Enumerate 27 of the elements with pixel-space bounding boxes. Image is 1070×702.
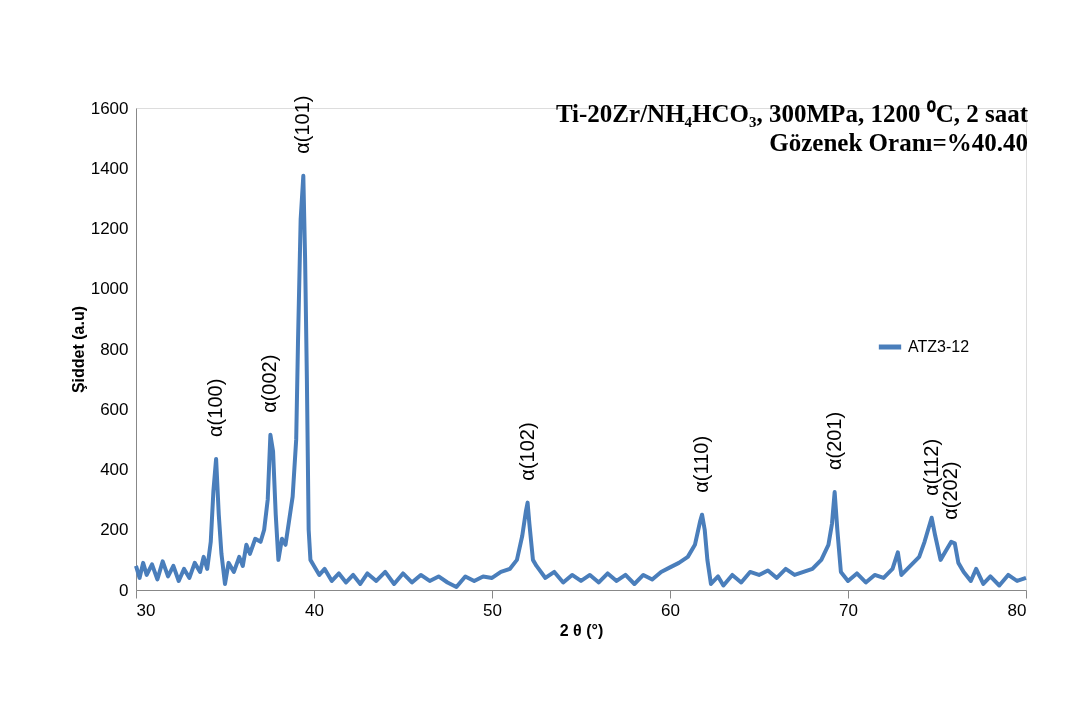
annotation: α(002) (258, 354, 281, 413)
annotation: α(110) (690, 435, 713, 493)
y-tick-label: 1600 (90, 98, 129, 118)
x-tick-label: 70 (839, 600, 858, 620)
y-tick-label: 0 (119, 580, 129, 600)
x-tick-label: 30 (136, 600, 156, 620)
y-tick-label: 600 (100, 399, 129, 419)
y-tick-label: 1400 (90, 158, 129, 178)
annotation: α(112) (919, 438, 942, 496)
y-tick-label: 400 (100, 460, 129, 479)
chart-title: Ti-20Zr/NH₄HCO₃, 300MPa, 1200 ⁰C, 2 saat (555, 99, 1029, 127)
legend-label: ATZ3-12 (908, 338, 970, 355)
annotation: α(100) (204, 378, 227, 437)
annotation: α(201) (822, 411, 845, 471)
y-axis-title: Şiddet (a.u) (69, 305, 87, 394)
x-tick-label: 40 (305, 600, 324, 620)
y-tick-label: 800 (100, 339, 129, 359)
annotation: α(101) (291, 95, 314, 154)
x-tick-label: 80 (1007, 600, 1027, 620)
x-tick-label: 50 (483, 600, 502, 620)
y-tick-label: 1000 (90, 279, 129, 299)
annotation: α(102) (515, 422, 538, 481)
text: Gözenek Oranı=%40.40 (769, 128, 1028, 156)
x-tick-label: 60 (661, 600, 680, 620)
y-tick-label: 1200 (90, 219, 129, 238)
y-tick-label: 200 (100, 520, 129, 540)
x-axis-title: 2 θ (°) (559, 621, 604, 639)
